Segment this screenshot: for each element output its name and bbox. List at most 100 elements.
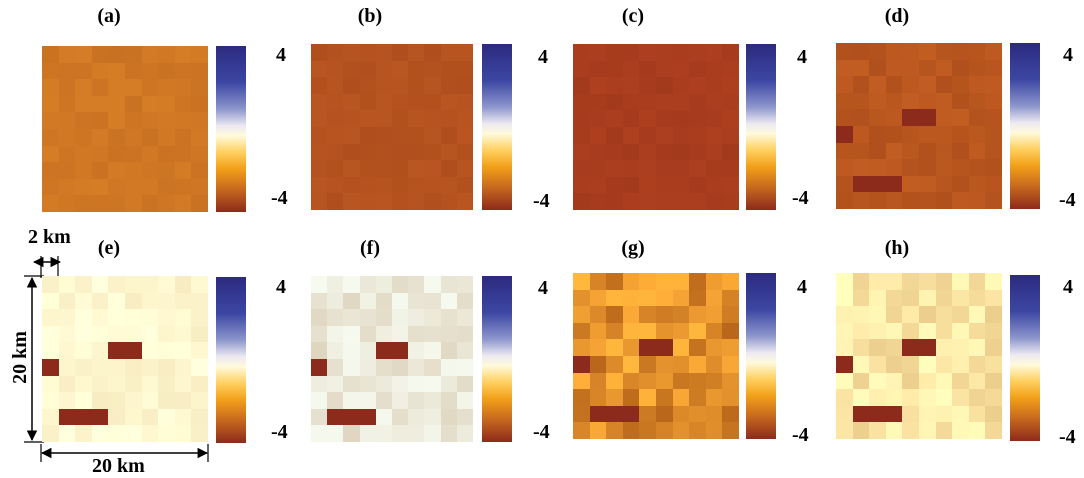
heatmap-cell — [311, 325, 328, 343]
heatmap-cell — [672, 422, 690, 439]
heatmap-cell — [836, 356, 853, 373]
heatmap-cell — [343, 60, 360, 78]
heatmap-cell — [174, 375, 192, 393]
heatmap-cell — [343, 375, 360, 393]
heatmap-cell — [639, 60, 656, 78]
heatmap-cell — [375, 193, 392, 210]
heatmap-cell — [440, 110, 457, 127]
heatmap-cell — [902, 126, 919, 143]
heatmap-cell — [158, 425, 175, 442]
heatmap-cell — [968, 356, 986, 373]
heatmap-cell — [174, 325, 192, 343]
heatmap-cell — [158, 95, 175, 113]
heatmap-cell — [952, 372, 969, 390]
heatmap-cell — [836, 273, 853, 290]
panel-title: (a) — [97, 5, 121, 27]
heatmap-cell — [985, 273, 1002, 290]
heatmap-cell — [869, 159, 886, 176]
scale-label-vertical: 20 km — [8, 331, 31, 384]
heatmap-cell — [622, 356, 640, 373]
heatmap-cell — [935, 126, 953, 143]
heatmap-cell — [125, 309, 142, 326]
heatmap-cell — [327, 60, 344, 78]
heatmap-cell — [440, 143, 457, 161]
heatmap-cell — [656, 372, 673, 390]
colorbar — [482, 276, 512, 442]
heatmap-cell — [75, 46, 92, 63]
heatmap-cell — [639, 143, 656, 161]
heatmap-cell — [392, 77, 409, 94]
heatmap-cell — [408, 392, 425, 409]
heatmap-cell — [327, 292, 344, 310]
heatmap-cell — [656, 422, 673, 439]
heatmap-cell — [852, 306, 870, 323]
heatmap-cell — [424, 392, 441, 409]
heatmap-cell — [919, 273, 936, 290]
heatmap-cell — [375, 77, 392, 94]
heatmap-cell — [672, 372, 690, 390]
colorbar-min-label: -4 — [792, 424, 809, 446]
heatmap-cell — [573, 372, 590, 390]
heatmap-cell — [91, 129, 109, 146]
heatmap-cell — [158, 325, 175, 343]
heatmap-cell — [343, 392, 360, 409]
heatmap-cell — [158, 408, 175, 426]
heatmap-cell — [108, 408, 125, 426]
heatmap-cell — [424, 93, 441, 111]
heatmap-cell — [191, 129, 208, 146]
heatmap-cell — [639, 127, 656, 144]
heatmap-cell — [58, 375, 76, 393]
heatmap-cell — [42, 112, 59, 129]
heatmap-cell — [985, 389, 1002, 406]
heatmap-cell — [91, 375, 109, 393]
heatmap-cell — [573, 160, 590, 177]
heatmap-cell — [191, 62, 208, 80]
heatmap-cell — [424, 110, 441, 127]
heatmap-cell — [456, 60, 473, 78]
heatmap-cell — [125, 342, 142, 359]
heatmap-cell — [836, 43, 853, 60]
heatmap-cell — [75, 79, 92, 96]
heatmap-cell — [622, 127, 640, 144]
heatmap-cell — [606, 160, 623, 177]
heatmap-cell — [722, 322, 739, 340]
heatmap-cell — [125, 79, 142, 96]
heatmap-cell — [985, 422, 1002, 439]
heatmap-cell — [722, 77, 739, 94]
heatmap-cell — [672, 143, 690, 161]
heatmap-cell — [424, 425, 441, 442]
heatmap-cell — [902, 389, 919, 406]
heatmap-cell — [375, 44, 392, 61]
heatmap-cell — [639, 356, 656, 373]
heatmap-cell — [108, 62, 125, 80]
heatmap-cell — [424, 292, 441, 310]
heatmap-cell — [58, 292, 76, 310]
heatmap-cell — [125, 129, 142, 146]
heatmap-cell — [108, 342, 125, 359]
heatmap-cell — [705, 60, 723, 78]
heatmap-cell — [440, 325, 457, 343]
heatmap-cell — [108, 46, 125, 63]
heatmap-cell — [141, 178, 159, 196]
heatmap-cell — [606, 306, 623, 323]
heatmap-cell — [125, 178, 142, 196]
heatmap-cell — [705, 127, 723, 144]
panel-title: (c) — [621, 5, 645, 27]
heatmap-cell — [440, 342, 457, 359]
heatmap-cell — [408, 309, 425, 326]
heatmap-cell — [311, 375, 328, 393]
heatmap-cell — [836, 159, 853, 176]
heatmap-cell — [573, 127, 590, 144]
heatmap-cell — [456, 342, 473, 359]
heatmap-cell — [656, 405, 673, 423]
heatmap-cell — [968, 59, 986, 77]
heatmap-cell — [639, 389, 656, 406]
heatmap-cell — [42, 408, 59, 426]
heatmap-cell — [141, 79, 159, 96]
heatmap-cell — [952, 43, 969, 60]
heatmap-cell — [869, 142, 886, 160]
heatmap-cell — [836, 109, 853, 126]
heatmap-cell — [408, 325, 425, 343]
heatmap-cell — [622, 143, 640, 161]
heatmap-cell — [456, 143, 473, 161]
